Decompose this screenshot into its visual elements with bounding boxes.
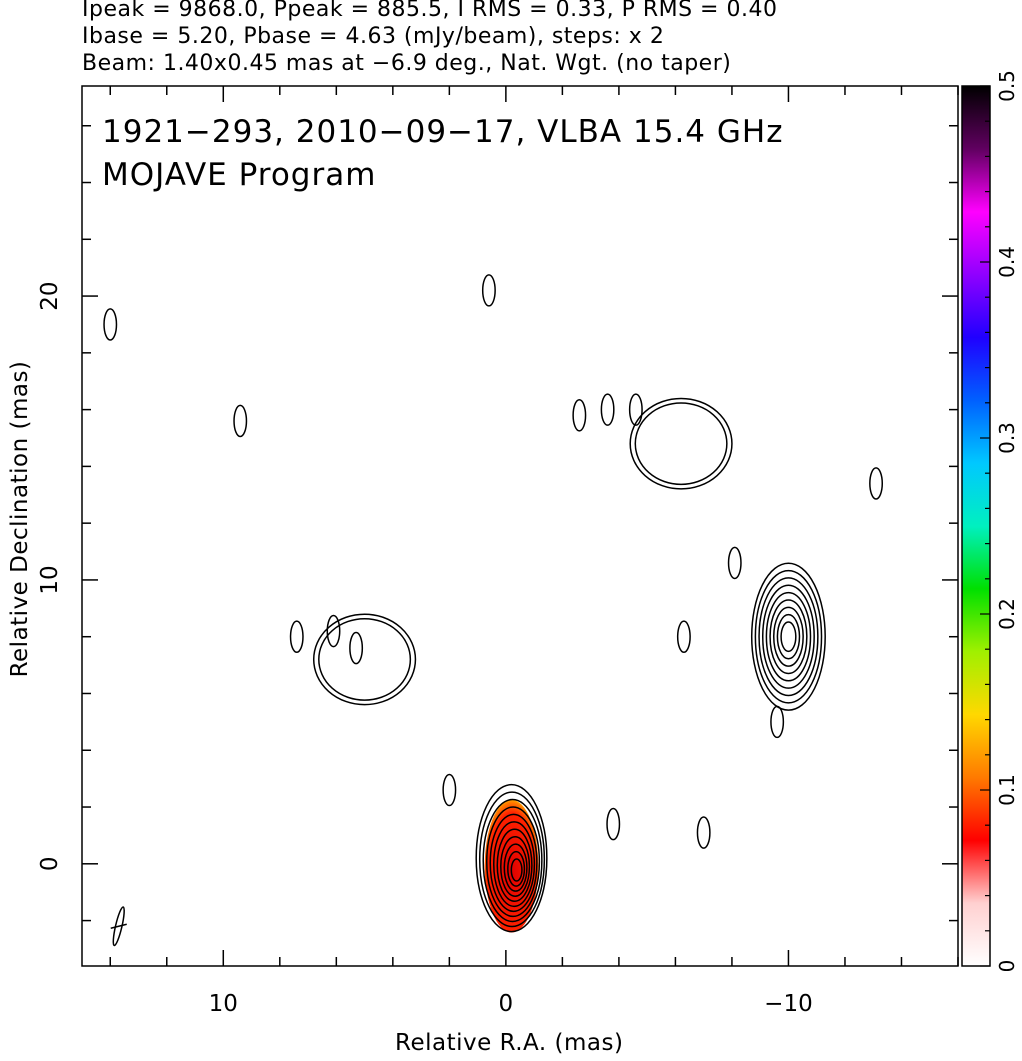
noise-contour [676,620,691,654]
knot-contour [754,569,823,704]
knot-contour [312,613,417,706]
colorbar-tick-label: 0.5 [995,70,1019,102]
core-contour [500,835,531,897]
x-tick-label: 0 [499,991,514,1017]
beam-ellipse [112,906,125,947]
noise-contour [349,631,364,665]
beam-crossbar [110,923,127,929]
knot-contour [629,397,733,490]
plot-frame [81,85,959,967]
knot-contour [769,599,808,675]
noise-contour [600,393,615,426]
noise-contour [481,274,496,307]
colorbar-tick-label: 0.4 [995,246,1019,278]
header-peak-line: Ipeak = 9868.0, Ppeak = 885.5, I RMS = 0… [82,0,778,22]
core-contour [503,843,528,892]
core-contour [496,828,533,903]
plot-subtitle: MOJAVE Program [102,157,376,193]
noise-contour [770,705,785,739]
noise-contour [628,393,643,426]
core-contour [478,791,546,928]
colorbar-scale [961,85,991,967]
core-contour [493,821,536,908]
knot-contour [634,402,728,486]
y-tick-label: 10 [37,565,63,594]
axis-tick-labels: 10 0 −10 0 10 20 [37,281,813,1017]
colorbar-tick-label: 0.1 [995,774,1019,806]
knot-contour [761,584,815,689]
colorbar-tick-label: 0 [995,960,1019,973]
y-axis-label: Relative Declination (mas) [7,360,33,678]
knot-contour [758,577,819,697]
knot-contour [765,591,812,682]
knot-contour [318,617,412,701]
noise-contour [869,467,884,500]
noise-contour [727,546,742,580]
colorbar: 0 0.1 0.2 0.3 0.4 0.5 [961,70,1019,973]
y-tick-label: 0 [37,856,63,871]
x-axis-label: Relative R.A. (mas) [395,1030,624,1056]
knot-contour [780,621,797,653]
core-contour [507,850,526,887]
colorbar-tick-label: 0.2 [995,598,1019,630]
colorbar-tick-label: 0.3 [995,422,1019,454]
knot-contour [776,613,801,660]
x-tick-label: 10 [209,991,238,1017]
noise-contour [103,308,118,341]
core-contour [482,798,543,923]
knot-contour [773,606,804,667]
knot-contour [750,562,826,711]
noise-contour [289,620,304,654]
plot-border [81,85,959,967]
core-contour [485,806,541,918]
noise-contour [606,807,621,841]
header-beam-line: Beam: 1.40x0.45 mas at −6.9 deg., Nat. W… [82,51,732,76]
x-tick-label: −10 [764,991,813,1017]
source-emission [103,274,884,947]
noise-contour [233,404,248,438]
core-contour [489,813,538,913]
noise-contour [442,773,457,807]
axis-ticks [82,86,959,966]
core-contour [475,783,548,933]
noise-contour [572,398,587,432]
header-base-line: Ibase = 5.20, Pbase = 4.63 (mJy/beam), s… [82,24,665,49]
core-contour [510,858,523,882]
plot-title: 1921−293, 2010−09−17, VLBA 15.4 GHz [102,114,783,150]
y-tick-label: 20 [37,281,63,310]
noise-contour [696,816,711,849]
noise-contour [326,614,341,648]
